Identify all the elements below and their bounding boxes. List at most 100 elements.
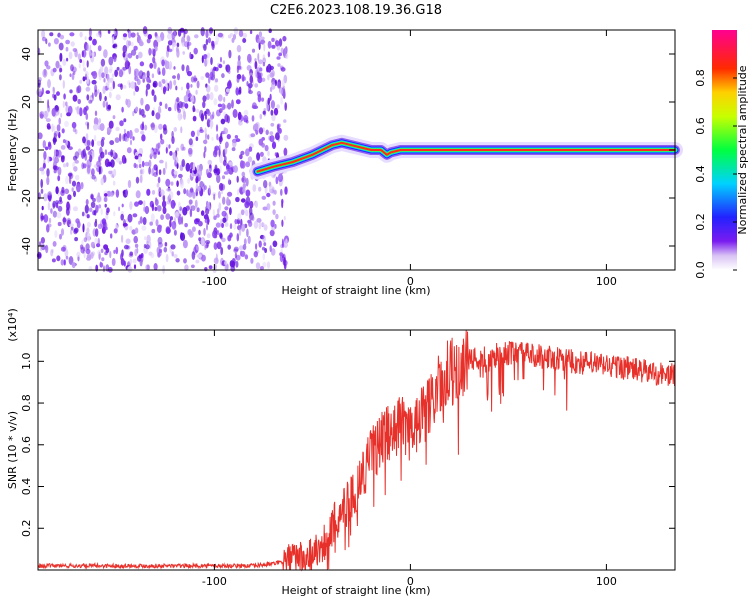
noise-dot bbox=[125, 57, 129, 67]
noise-dot bbox=[233, 223, 237, 230]
noise-dot bbox=[157, 142, 161, 149]
y-tick-label: -20 bbox=[20, 189, 33, 207]
spectrogram-y-ticks: -40 -20 0 20 40 bbox=[20, 47, 675, 255]
noise-dot bbox=[247, 235, 251, 245]
noise-dot bbox=[235, 99, 241, 105]
noise-dot bbox=[154, 206, 158, 212]
noise-dot bbox=[90, 201, 96, 208]
noise-dot bbox=[254, 60, 258, 70]
noise-dot bbox=[51, 248, 54, 254]
noise-dot bbox=[123, 244, 129, 250]
noise-dot bbox=[141, 225, 147, 231]
noise-dot bbox=[238, 29, 244, 38]
noise-dot bbox=[238, 186, 244, 194]
noise-dot bbox=[153, 124, 158, 134]
noise-dot bbox=[200, 76, 204, 80]
noise-dot bbox=[168, 61, 173, 70]
noise-dot bbox=[240, 209, 245, 216]
noise-dot bbox=[41, 87, 44, 95]
noise-dot bbox=[233, 165, 239, 173]
noise-dot bbox=[283, 147, 288, 157]
noise-dot bbox=[71, 121, 77, 129]
noise-dot bbox=[60, 145, 66, 150]
noise-dot bbox=[76, 220, 81, 229]
noise-dot bbox=[57, 166, 62, 176]
noise-dot bbox=[281, 219, 284, 227]
noise-dot bbox=[154, 32, 158, 37]
noise-dot bbox=[252, 184, 257, 192]
noise-dot bbox=[52, 165, 58, 171]
noise-dot bbox=[271, 141, 277, 149]
noise-dot bbox=[57, 205, 63, 212]
noise-dot bbox=[156, 183, 160, 188]
noise-dot bbox=[280, 88, 283, 95]
noise-dot bbox=[37, 132, 43, 140]
noise-dot bbox=[94, 110, 98, 117]
noise-dot bbox=[175, 85, 178, 91]
noise-dot bbox=[202, 95, 207, 102]
noise-dot bbox=[122, 133, 126, 142]
noise-dot bbox=[42, 162, 46, 169]
noise-dot bbox=[269, 245, 272, 253]
noise-dot bbox=[183, 95, 189, 103]
noise-dot bbox=[140, 123, 145, 131]
noise-dot bbox=[249, 200, 254, 209]
noise-dot bbox=[188, 199, 193, 205]
noise-dot bbox=[41, 29, 46, 39]
noise-dot bbox=[53, 38, 59, 45]
noise-dot bbox=[76, 251, 81, 258]
noise-dot bbox=[207, 134, 210, 140]
noise-dot bbox=[165, 213, 171, 220]
noise-dot bbox=[273, 107, 279, 116]
noise-dot bbox=[176, 162, 179, 169]
noise-dot bbox=[55, 60, 60, 69]
noise-dot bbox=[107, 79, 111, 83]
noise-dot bbox=[227, 80, 232, 89]
noise-dot bbox=[84, 153, 88, 161]
noise-dot bbox=[192, 115, 197, 122]
noise-dot bbox=[179, 178, 184, 186]
noise-dot bbox=[50, 208, 53, 214]
noise-dot bbox=[275, 132, 280, 141]
noise-dot bbox=[127, 30, 132, 39]
noise-dot bbox=[205, 208, 210, 215]
noise-dot bbox=[255, 243, 258, 250]
noise-dot bbox=[173, 229, 177, 236]
noise-dot bbox=[139, 39, 143, 45]
noise-dot bbox=[149, 62, 154, 69]
noise-dot bbox=[212, 43, 215, 49]
noise-dot bbox=[172, 75, 176, 79]
noise-dot bbox=[131, 49, 137, 56]
noise-dot bbox=[104, 203, 107, 208]
noise-dot bbox=[114, 69, 118, 78]
noise-dot bbox=[161, 200, 167, 208]
noise-dot bbox=[72, 94, 78, 102]
noise-dot bbox=[243, 115, 249, 123]
noise-dot bbox=[202, 101, 206, 109]
noise-dot bbox=[56, 124, 61, 132]
noise-dot bbox=[226, 115, 230, 124]
noise-dot bbox=[85, 86, 91, 92]
noise-dot bbox=[251, 48, 256, 53]
noise-dot bbox=[79, 244, 84, 250]
noise-dot bbox=[165, 147, 168, 154]
noise-dot bbox=[262, 57, 267, 64]
noise-dot bbox=[72, 71, 76, 75]
noise-dot bbox=[180, 232, 186, 241]
noise-dot bbox=[88, 36, 93, 41]
noise-dot bbox=[157, 252, 161, 258]
noise-dot bbox=[85, 133, 89, 141]
noise-dot bbox=[76, 183, 81, 193]
noise-dot bbox=[212, 209, 215, 217]
noise-dot bbox=[132, 136, 135, 141]
noise-dot bbox=[282, 85, 286, 90]
noise-dot bbox=[206, 55, 209, 65]
noise-dot bbox=[63, 93, 66, 100]
noise-dot bbox=[115, 157, 121, 163]
noise-dot bbox=[62, 163, 67, 168]
noise-dot bbox=[112, 44, 116, 49]
noise-dot bbox=[280, 188, 283, 196]
noise-dot bbox=[187, 193, 193, 198]
y-tick-label: 1.0 bbox=[20, 353, 33, 371]
x-tick-label: 0 bbox=[407, 575, 414, 588]
